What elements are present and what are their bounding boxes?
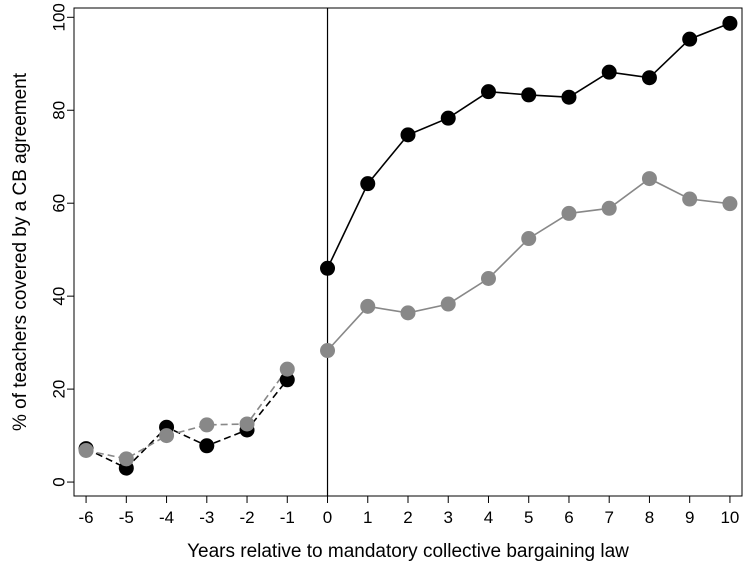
x-tick-label: -2 (239, 508, 254, 527)
series-2-pre-point (279, 361, 295, 377)
x-tick-label: 8 (645, 508, 654, 527)
y-tick-label: 0 (49, 477, 68, 486)
series-2-post-point (561, 205, 577, 221)
series-1-post-point (400, 127, 416, 143)
plot-frame (73, 7, 743, 497)
series-2-post-point (601, 200, 617, 216)
x-tick-label: -1 (280, 508, 295, 527)
y-tick-label: 60 (49, 194, 68, 213)
y-tick-label: 20 (49, 380, 68, 399)
x-tick-label: 9 (685, 508, 694, 527)
series-1-post-point (641, 70, 657, 86)
y-axis-title: % of teachers covered by a CB agreement (10, 72, 31, 431)
x-tick-label: -5 (119, 508, 134, 527)
series-1-post-point (601, 64, 617, 80)
series-1-pre-line (85, 379, 288, 470)
x-tick-label: 7 (604, 508, 613, 527)
series-2-pre-point (159, 428, 175, 444)
series-1-pre-point (279, 372, 295, 388)
series-2-post-point (722, 196, 738, 212)
series-2-post-point (641, 171, 657, 187)
x-tick-label: 5 (524, 508, 533, 527)
x-tick-label: -4 (159, 508, 174, 527)
y-tick-label: 80 (49, 101, 68, 120)
series-1-post-point (480, 84, 496, 100)
series-1-post-point (320, 260, 336, 276)
series-1-pre-point (199, 438, 215, 454)
series-group (78, 15, 738, 476)
series-2-pre-point (199, 417, 215, 433)
series-2-post-point (480, 270, 496, 286)
series-2-pre-point (78, 442, 94, 458)
series-2-post-point (440, 296, 456, 312)
series-2-pre-point (239, 416, 255, 432)
x-tick-label: 0 (323, 508, 332, 527)
series-2-post-point (682, 191, 698, 207)
x-tick-label: 10 (720, 508, 739, 527)
x-tick-label: -3 (199, 508, 214, 527)
y-tick-label: 100 (49, 3, 68, 31)
series-2-post-point (400, 305, 416, 321)
series-2-pre-line (85, 368, 288, 460)
x-tick-label: 1 (363, 508, 372, 527)
series-1-post-point (440, 110, 456, 126)
x-axis-title: Years relative to mandatory collective b… (187, 541, 629, 562)
series-2-post-point (521, 231, 537, 247)
series-2-pre-point (118, 451, 134, 467)
series-1-post-point (561, 89, 577, 105)
x-tick-label: 6 (564, 508, 573, 527)
series-1-post-point (360, 176, 376, 192)
series-2-post-point (360, 298, 376, 314)
series-2-post-point (320, 343, 336, 359)
x-tick-label: 4 (484, 508, 493, 527)
series-1-post-point (722, 15, 738, 31)
y-tick-label: 40 (49, 287, 68, 306)
series-2-post-line (326, 177, 730, 352)
series-1-post-point (682, 31, 698, 47)
x-tick-label: -6 (79, 508, 94, 527)
x-tick-label: 2 (403, 508, 412, 527)
series-1-post-point (521, 87, 537, 103)
x-tick-label: 3 (444, 508, 453, 527)
